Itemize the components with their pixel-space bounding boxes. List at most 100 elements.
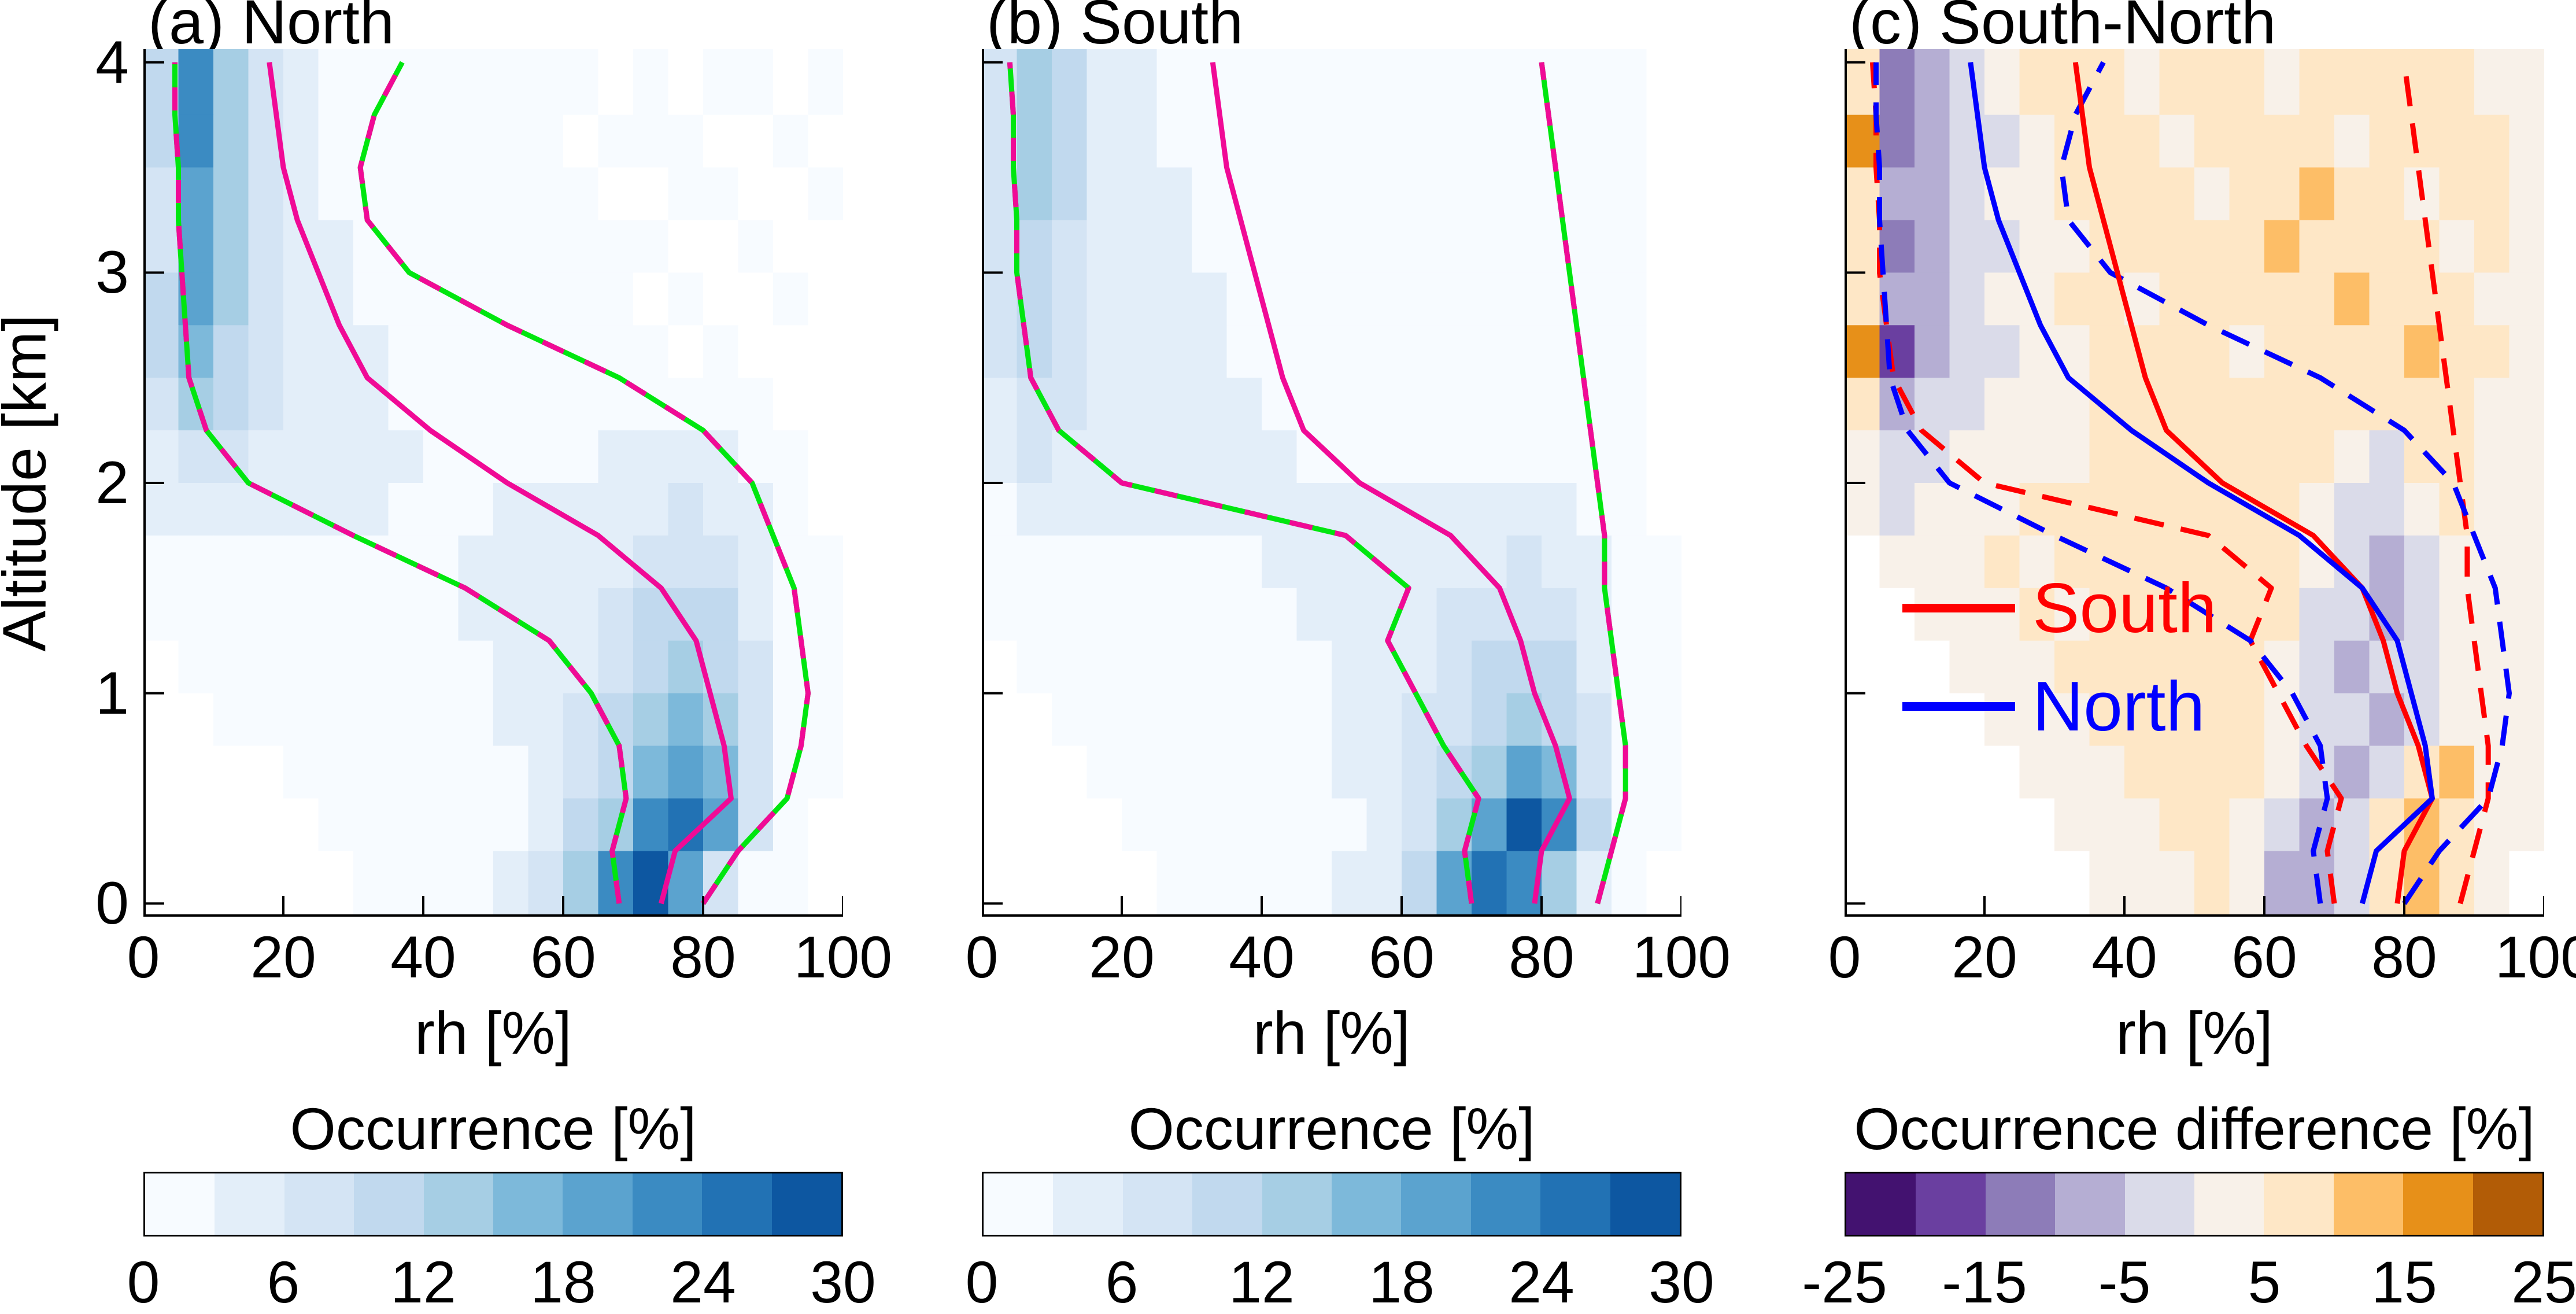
heatmap-svg-b (982, 49, 1681, 917)
x-axis-label: rh [%] (415, 1000, 572, 1067)
colorbar-south (982, 1172, 1681, 1237)
x-axis-label: rh [%] (1253, 1000, 1410, 1067)
axes (1845, 49, 2544, 917)
south-upper-percentile (2401, 62, 2491, 905)
colorbar-segment (1053, 1173, 1123, 1235)
legend-line-north (1902, 702, 2015, 711)
colorbar-tick-label: 25 (2511, 1249, 2576, 1314)
axes (982, 49, 1681, 917)
colorbar-segment (2333, 1173, 2404, 1235)
colorbar-tick-label: 18 (1369, 1249, 1435, 1314)
colorbar-tick-label: 6 (1105, 1249, 1139, 1314)
x-tick-label: 20 (250, 924, 316, 990)
colorbar-segment (2472, 1173, 2543, 1235)
colorbar-tick-label: 12 (1229, 1249, 1295, 1314)
colorbar-difference (1845, 1172, 2544, 1237)
colorbar-segment (702, 1173, 772, 1235)
heatmap-svg-c (1845, 49, 2544, 917)
colorbar-tick-label: 0 (127, 1249, 160, 1314)
colorbar-tick-label: 30 (810, 1249, 876, 1314)
colorbar-segment (1470, 1173, 1541, 1235)
plot-area-north (143, 49, 843, 917)
legend-line-south (1902, 603, 2015, 612)
colorbar-segment (2264, 1173, 2334, 1235)
colorbar-segment (1192, 1173, 1262, 1235)
colorbar-tick-label: 15 (2371, 1249, 2437, 1314)
panel-title-north: (a) North (148, 0, 395, 57)
panel-south: (b) South 0 20 40 60 80 100 rh [%] Occurrence… (966, 0, 1731, 1314)
colorbar-tick-label: 24 (670, 1249, 736, 1314)
x-tick-label: 100 (2494, 924, 2576, 990)
upper-percentile-base (357, 61, 811, 905)
profile-lines (1007, 62, 1628, 905)
colorbar-segment (215, 1173, 284, 1235)
colorbar-tick-label: 6 (267, 1249, 300, 1314)
colorbar-segment (1332, 1173, 1402, 1235)
colorbar-segment (1262, 1173, 1332, 1235)
colorbar-segment (1985, 1173, 2056, 1235)
colorbar-title-south: Occurrence [%] (1128, 1096, 1535, 1162)
x-tick-label: 20 (1089, 924, 1155, 990)
colorbar-segment (493, 1173, 563, 1235)
profile-lines (172, 61, 811, 905)
y-tick-label: 2 (95, 449, 129, 516)
lower-percentile (172, 62, 629, 904)
colorbar-segment (145, 1173, 215, 1235)
x-tick-label: 40 (390, 924, 456, 990)
x-tick-label: 0 (127, 924, 160, 990)
colorbar-segment (423, 1173, 494, 1235)
colorbar-segment (284, 1173, 354, 1235)
profile-lines (1869, 61, 2512, 905)
plot-area-difference: South North (1845, 49, 2544, 917)
heatmap-cells (143, 49, 843, 917)
colorbar-segment (563, 1173, 633, 1235)
colorbar-title-difference: Occurrence difference [%] (1854, 1096, 2535, 1162)
colorbar-segment (2124, 1173, 2195, 1235)
heatmap-svg-a (143, 49, 843, 917)
y-tick-label: 0 (95, 870, 129, 937)
colorbar-segment (1122, 1173, 1193, 1235)
legend-item-north: North (1902, 671, 2217, 741)
colorbar-tick-label: 18 (530, 1249, 596, 1314)
north-median (1968, 62, 2435, 905)
colorbar-tick-label: 30 (1649, 1249, 1714, 1314)
colorbar-segment (632, 1173, 703, 1235)
y-axis-label: Altitude [km] (0, 314, 59, 652)
median (1210, 62, 1572, 904)
legend: South North (1902, 573, 2217, 741)
north-lower-percentile (1873, 62, 2330, 904)
colorbar-tick-label: 12 (390, 1249, 456, 1314)
colorbar-tick-label: -25 (1802, 1249, 1887, 1314)
y-tick-label: 3 (95, 239, 129, 307)
legend-label-south: South (2032, 569, 2217, 647)
north-upper-percentile (2058, 61, 2512, 905)
x-tick-label: 0 (1828, 924, 1861, 990)
colorbar-segment (1540, 1173, 1610, 1235)
x-tick-label: 0 (965, 924, 999, 990)
legend-label-north: North (2032, 667, 2205, 745)
colorbar-segment (1916, 1173, 1986, 1235)
colorbar-segment (1846, 1173, 1916, 1235)
panel-title-south: (b) South (986, 0, 1244, 57)
colorbar-segment (1610, 1173, 1680, 1235)
x-tick-label: 100 (793, 924, 893, 990)
south-median (2072, 62, 2435, 904)
upper-percentile (1539, 62, 1628, 905)
colorbar-segment (2055, 1173, 2125, 1235)
heatmap-cells (982, 49, 1681, 917)
colorbar-segment (984, 1173, 1054, 1235)
median (267, 62, 734, 905)
panel-title-difference: (c) South-North (1849, 0, 2276, 57)
x-tick-label: 40 (2091, 924, 2157, 990)
colorbar-segment (2194, 1173, 2264, 1235)
axes (143, 49, 843, 917)
colorbar-segment (2403, 1173, 2473, 1235)
plot-area-south (982, 49, 1681, 917)
x-tick-label: 80 (1509, 924, 1575, 990)
colorbar-title-north: Occurrence [%] (290, 1096, 697, 1162)
colorbar-tick-label: 0 (965, 1249, 999, 1314)
y-tick-label: 4 (95, 28, 129, 96)
lower-percentile (1007, 62, 1481, 904)
